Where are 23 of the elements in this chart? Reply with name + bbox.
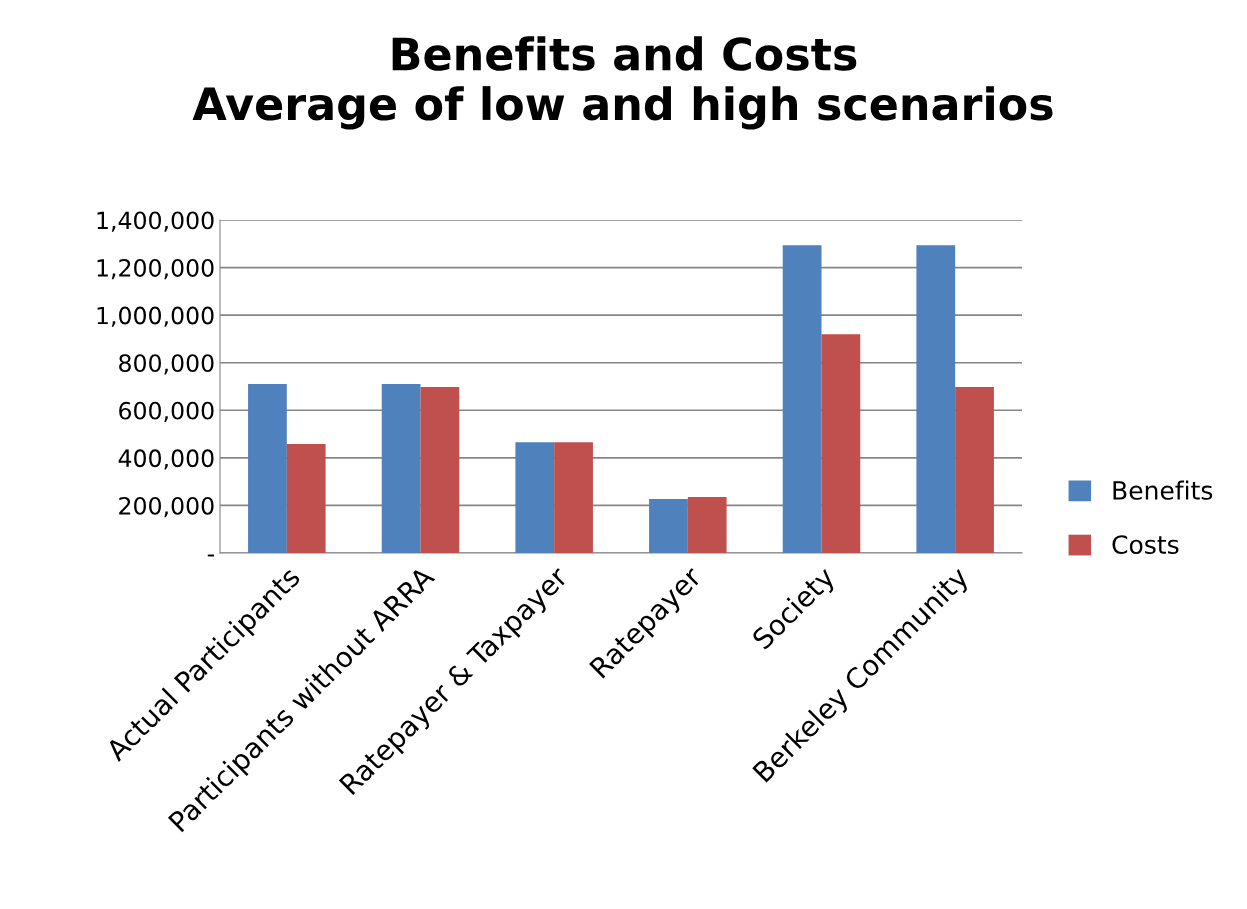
legend-label: Benefits <box>1113 480 1213 500</box>
bar <box>687 497 727 553</box>
chart-title: Benefits and Costs Average of low and high scenarios <box>192 36 1053 130</box>
bar <box>554 442 593 553</box>
y-tick-label: 1,200,000 <box>97 259 214 280</box>
y-tick-label: 200,000 <box>119 496 214 518</box>
bar <box>821 334 861 553</box>
y-tick-label: 600,000 <box>119 401 214 422</box>
y-tick-label: 400,000 <box>118 449 214 470</box>
y-tick-label: 1,000,000 <box>97 306 214 327</box>
bar <box>286 444 326 553</box>
bar <box>782 245 822 553</box>
bar <box>248 384 287 553</box>
bar <box>649 499 688 553</box>
y-tick-label: 800,000 <box>119 354 214 375</box>
bar <box>916 245 956 553</box>
legend-label: Costs <box>1112 535 1179 555</box>
y-tick-label: 1,400,000 <box>97 211 214 232</box>
y-tick-label: - <box>207 554 214 557</box>
bar <box>955 386 994 553</box>
bar <box>381 384 421 553</box>
bar <box>515 442 555 553</box>
bar <box>420 386 460 553</box>
